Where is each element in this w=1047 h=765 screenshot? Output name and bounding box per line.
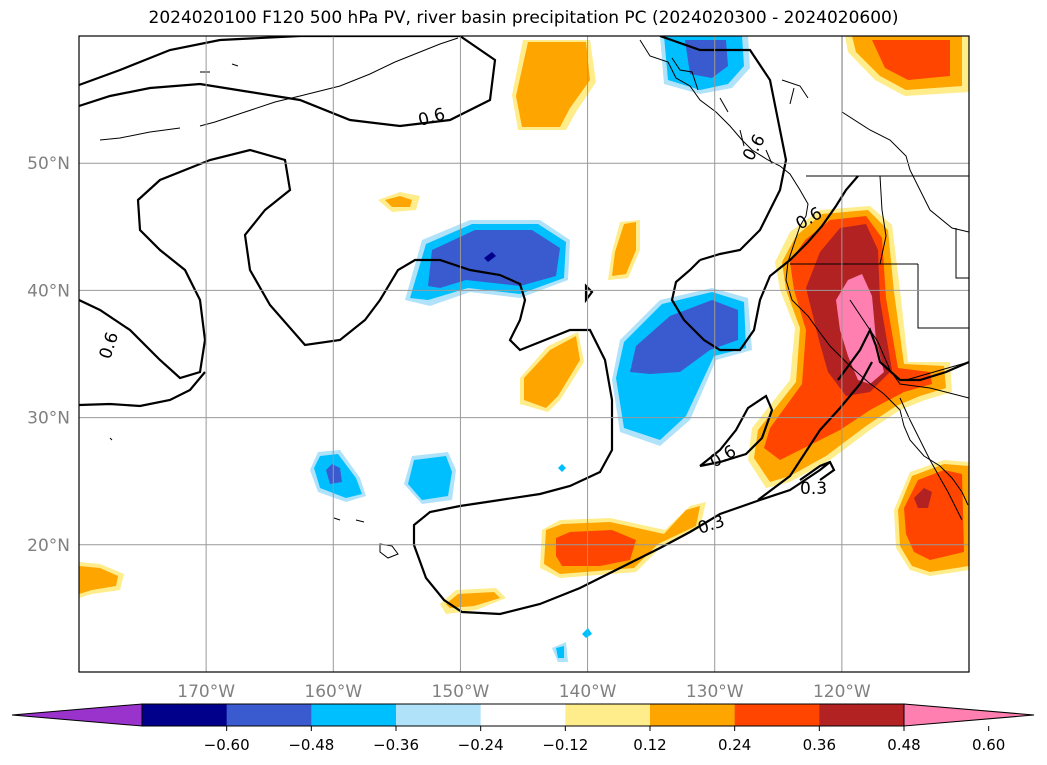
pv-contours xyxy=(79,36,969,616)
lon-tick-labels: 170°W 160°W 150°W 140°W 130°W 120°W xyxy=(177,682,871,702)
colorbar-tick-label: 0.60 xyxy=(972,736,1005,754)
colorbar-tick-label: −0.48 xyxy=(288,736,334,754)
precip-region-california-positive xyxy=(748,206,952,488)
precip-region-small-negative xyxy=(552,464,592,662)
colorbar-tick-label: −0.36 xyxy=(373,736,419,754)
colorbar-tick-label: 0.24 xyxy=(718,736,751,754)
colorbar-tick-label: 0.36 xyxy=(803,736,836,754)
colorbar-segment xyxy=(142,704,228,726)
precip-region-small-positive-5 xyxy=(79,562,124,598)
colorbar-segment xyxy=(396,704,482,726)
colorbar-segment xyxy=(819,704,905,726)
precip-region-npac-negative xyxy=(405,220,570,306)
lon-tick-label: 140°W xyxy=(559,682,617,702)
precip-region-subtropical-positive xyxy=(540,502,706,578)
colorbar-tick-label: −0.12 xyxy=(542,736,588,754)
map-frame xyxy=(78,35,970,673)
precip-region-small-positive-1 xyxy=(378,192,420,212)
lon-tick-label: 120°W xyxy=(813,682,871,702)
precip-region-gulf-alaska-positive xyxy=(512,40,596,130)
lat-tick-label: 40°N xyxy=(27,281,70,301)
contour-label-6: 0.3 xyxy=(800,479,827,499)
gridlines xyxy=(79,36,969,672)
lat-tick-label: 50°N xyxy=(27,154,70,174)
lat-tick-label: 20°N xyxy=(27,536,70,556)
precip-region-bc-positive xyxy=(845,36,969,96)
lat-tick-label: 30°N xyxy=(27,409,70,429)
colorbar-outline xyxy=(141,703,905,727)
lat-tick-labels: 20°N 30°N 40°N 50°N xyxy=(27,154,70,556)
colorbar-extend-max xyxy=(903,703,1035,727)
precip-region-hawaii-negative-2 xyxy=(404,452,456,504)
precip-region-hawaii-negative-1 xyxy=(310,450,366,502)
lon-tick-label: 150°W xyxy=(432,682,490,702)
precip-region-small-positive-2 xyxy=(608,220,640,280)
colorbar: −0.60 −0.48 −0.36 −0.24 −0.12 0.12 0.24 0.36 0.4… xyxy=(11,703,1035,754)
colorbar-segment xyxy=(734,704,820,726)
precip-region-small-positive-3 xyxy=(520,332,584,412)
colorbar-tick-label: −0.60 xyxy=(204,736,250,754)
colorbar-tick-label: 0.48 xyxy=(887,736,920,754)
colorbar-segment xyxy=(480,704,566,726)
colorbar-segment xyxy=(311,704,397,726)
colorbar-segment xyxy=(226,704,312,726)
lon-tick-label: 130°W xyxy=(686,682,744,702)
lon-tick-label: 160°W xyxy=(304,682,362,702)
colorbar-tick-label: 0.12 xyxy=(633,736,666,754)
colorbar-segment xyxy=(565,704,651,726)
colorbar-segment xyxy=(650,704,736,726)
chart-title: 2024020100 F120 500 hPa PV, river basin … xyxy=(148,8,899,28)
colorbar-tick-label: −0.24 xyxy=(458,736,504,754)
colorbar-extend-min xyxy=(11,703,143,727)
precip-region-eastpac-negative xyxy=(612,288,752,446)
lon-tick-label: 170°W xyxy=(177,682,235,702)
